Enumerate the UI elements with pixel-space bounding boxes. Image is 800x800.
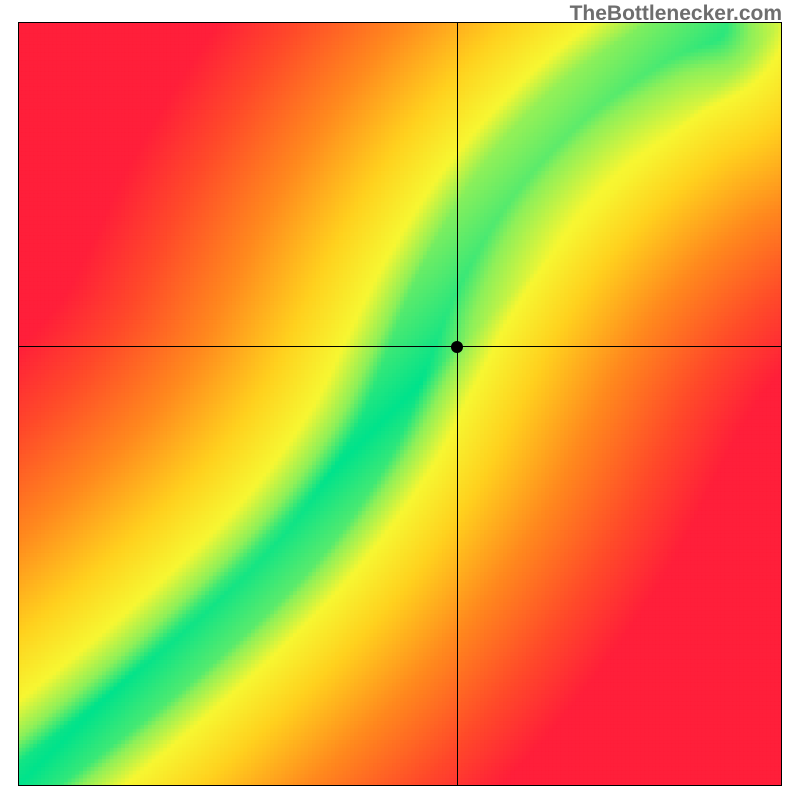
bottleneck-heatmap xyxy=(18,22,782,786)
chart-container: TheBottlenecker.com xyxy=(0,0,800,800)
